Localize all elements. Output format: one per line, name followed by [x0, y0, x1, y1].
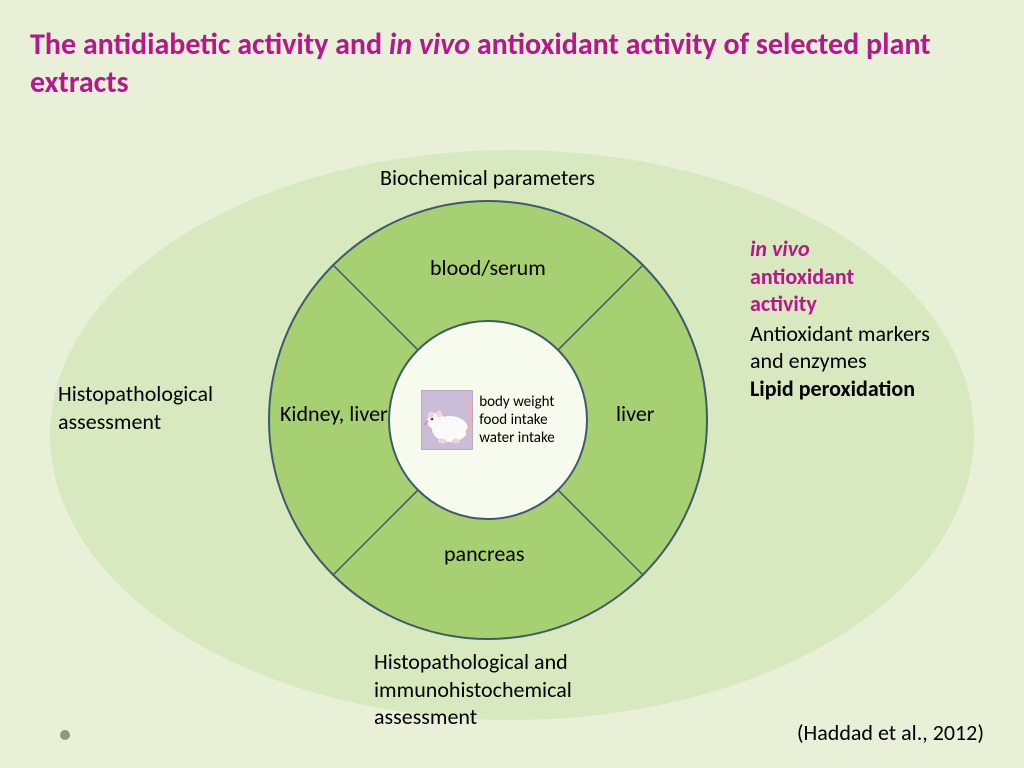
inner-circle: body weight food intake water intake	[388, 320, 588, 520]
center-line2: food intake	[479, 411, 555, 429]
outer-label-top: Biochemical parameters	[380, 164, 595, 192]
outer-label-left-line1: Histopathological	[58, 380, 213, 408]
title-part1: The antidiabetic activity and	[30, 26, 389, 63]
right-sub-line2: and enzymes	[750, 347, 867, 374]
outer-label-bottom-line2: immunohistochemical	[374, 676, 572, 704]
right-sub-bold: Lipid peroxidation	[750, 375, 915, 402]
outer-label-bottom: Histopathological and immunohistochemica…	[374, 648, 572, 731]
right-header-rest1: antioxidant	[750, 263, 854, 290]
outer-label-bottom-line1: Histopathological and	[374, 648, 572, 676]
outer-label-left: Histopathological assessment	[58, 380, 213, 435]
right-header-italic: in vivo	[750, 235, 810, 262]
outer-label-left-line2: assessment	[58, 408, 213, 436]
center-content: body weight food intake water intake	[421, 390, 555, 450]
segment-label-left: Kidney, liver	[280, 400, 388, 427]
mouse-icon	[421, 390, 473, 450]
citation: (Haddad et al., 2012)	[797, 719, 984, 746]
slide-dot-icon	[60, 730, 70, 740]
right-header-rest2: activity	[750, 290, 817, 317]
right-header: in vivo antioxidant activity	[750, 235, 965, 318]
center-text: body weight food intake water intake	[479, 393, 555, 447]
page-title: The antidiabetic activity and in vivo an…	[30, 26, 984, 101]
center-line3: water intake	[479, 429, 555, 447]
title-italic: in vivo	[389, 26, 470, 63]
right-sub-line1: Antioxidant markers	[750, 320, 930, 347]
right-sub: Antioxidant markers and enzymes Lipid pe…	[750, 320, 965, 403]
segment-label-right: liver	[616, 400, 654, 427]
segment-label-top: blood/serum	[430, 254, 546, 281]
outer-label-bottom-line3: assessment	[374, 703, 572, 731]
segment-label-bottom: pancreas	[444, 540, 524, 567]
right-annotation: in vivo antioxidant activity Antioxidant…	[750, 235, 965, 402]
center-line1: body weight	[479, 393, 555, 411]
